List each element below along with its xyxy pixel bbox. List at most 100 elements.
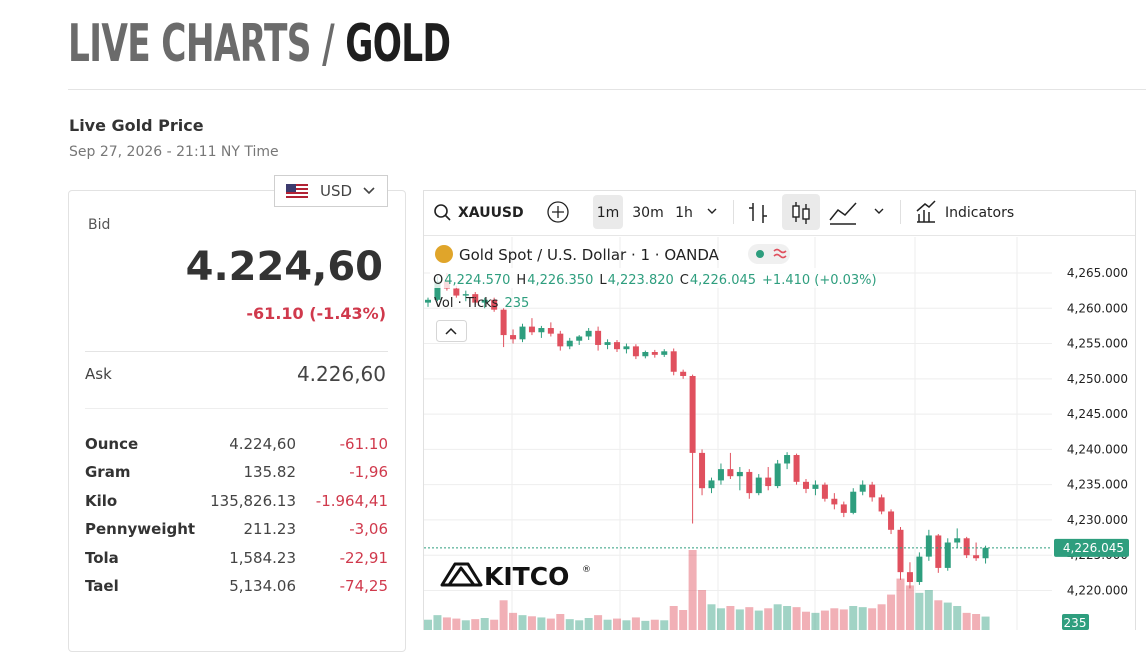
interval[interactable]: 1h xyxy=(675,205,693,221)
chevron[interactable] xyxy=(707,208,717,214)
volume-bar xyxy=(773,604,782,630)
y-tick-label: 4,240.000 xyxy=(1067,442,1128,456)
unit-name: Pennyweight xyxy=(85,520,196,539)
unit-change: -3,06 xyxy=(349,520,388,539)
candle-body xyxy=(481,299,488,303)
volume-bar xyxy=(698,590,707,630)
volume-bar xyxy=(518,615,527,630)
volume-bar xyxy=(783,606,792,630)
volume-bar xyxy=(603,619,612,630)
candle-body xyxy=(944,542,951,568)
volume-bar xyxy=(499,600,508,630)
page: {"header": {"title_prefix": "LIVE CHARTS… xyxy=(68,14,1146,652)
volume-bar xyxy=(953,606,962,630)
volume-bar xyxy=(868,608,877,630)
unit-change: -74,25 xyxy=(339,577,388,595)
ask: 4.226,60 xyxy=(296,362,386,386)
collapse-button[interactable] xyxy=(436,320,467,342)
unit-price: 4.224,60 xyxy=(229,435,296,453)
volume-bar xyxy=(471,619,480,630)
interval-active[interactable] xyxy=(593,195,623,229)
us-flag xyxy=(286,184,308,198)
volume-bar xyxy=(490,619,499,630)
candle-body xyxy=(566,340,573,347)
candle-body xyxy=(632,346,639,357)
ohlc-value: 4,226.350 xyxy=(527,273,593,288)
volume-bar xyxy=(679,610,688,630)
candle-body xyxy=(803,481,809,489)
currency-select[interactable]: USD xyxy=(274,175,388,207)
chevron xyxy=(363,187,375,195)
candle-body xyxy=(736,471,743,477)
volume-bar xyxy=(594,615,603,630)
bars-icon[interactable] xyxy=(749,203,767,223)
volume-bar xyxy=(641,620,650,630)
interval[interactable]: 1m xyxy=(597,205,620,221)
collapse-chevron xyxy=(445,327,457,335)
indicators-icon[interactable] xyxy=(916,200,936,223)
logo-icon xyxy=(440,562,483,587)
bid-label: Bid xyxy=(88,217,111,233)
gold-icon xyxy=(435,245,453,263)
chart-widget: XAUUSD 1m 30m 1h Indicators 4,220.000 4,2… xyxy=(423,190,1136,630)
candle-body xyxy=(925,535,932,557)
ohlc-key: O xyxy=(433,273,443,288)
candle-body xyxy=(661,351,668,355)
volume-bar xyxy=(442,617,451,630)
candle-body xyxy=(614,342,620,350)
y-tick-label: 4,230.000 xyxy=(1067,513,1128,527)
volume-bar xyxy=(735,609,744,630)
unit-name: Gram xyxy=(85,463,131,482)
volume-bar xyxy=(660,620,669,630)
candle-body xyxy=(859,484,866,492)
timestamp: Sep 27, 2026 - 21:11 NY Time xyxy=(69,144,279,160)
volume-bar xyxy=(716,608,725,630)
volume-bar xyxy=(688,550,697,630)
candle-body xyxy=(935,535,942,568)
unit-price: 5,134.06 xyxy=(229,577,296,595)
indicators[interactable]: Indicators xyxy=(945,205,1014,221)
unit-name: Ounce xyxy=(85,435,139,453)
volume-bar xyxy=(452,618,461,630)
title-prefix: LIVE CHARTS / xyxy=(68,14,346,74)
candle-body xyxy=(888,511,895,530)
ohlc-key: H xyxy=(516,273,526,288)
candles-active[interactable] xyxy=(782,194,820,230)
interval[interactable]: 30m xyxy=(632,205,663,221)
y-tick-label: 4,220.000 xyxy=(1067,583,1128,597)
ask-label: Ask xyxy=(85,365,112,383)
candle-body xyxy=(906,572,913,583)
candle-body xyxy=(680,371,687,376)
volume-box xyxy=(1062,614,1089,630)
add-symbol[interactable] xyxy=(547,201,569,223)
candle-body xyxy=(604,342,611,345)
volume-bar xyxy=(707,604,716,630)
unit-name: Tael xyxy=(85,577,119,595)
candle-body xyxy=(821,484,828,499)
panel-title: Live Gold Price xyxy=(69,116,204,135)
symbol[interactable]: XAUUSD xyxy=(458,205,524,221)
search-icon[interactable] xyxy=(434,204,448,218)
volume-bar xyxy=(509,612,518,630)
unit-name: Kilo xyxy=(85,491,118,510)
volume-value: 235 xyxy=(504,296,529,311)
candle-body xyxy=(973,555,980,559)
volume-bar xyxy=(527,616,536,630)
candle-body xyxy=(746,471,753,494)
divider xyxy=(68,89,1146,90)
chevron[interactable] xyxy=(874,208,884,214)
candle-body xyxy=(717,469,724,481)
unit-change: -22,91 xyxy=(339,548,388,567)
candle-body xyxy=(774,463,781,487)
area-icon[interactable] xyxy=(829,202,857,225)
candle-body xyxy=(812,484,819,489)
status-badge xyxy=(748,244,790,264)
volume-bar xyxy=(537,617,546,630)
candle-body xyxy=(642,352,649,357)
candle-body xyxy=(576,336,583,341)
volume-bar xyxy=(650,619,659,630)
y-tick-label: 4,255.000 xyxy=(1067,337,1128,351)
legend-bg xyxy=(430,268,870,288)
volume-bar xyxy=(915,592,924,630)
